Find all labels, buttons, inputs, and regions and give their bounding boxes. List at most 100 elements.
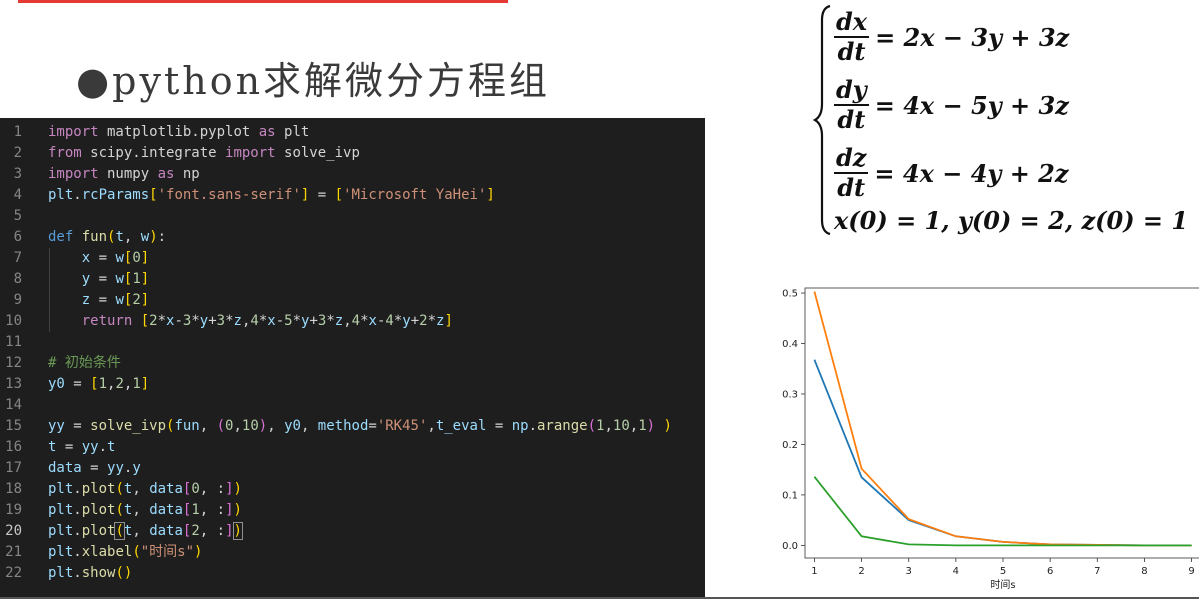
y-tick-label: 0.0 [782, 541, 798, 552]
equation-rhs: = 2x − 3y + 3z [875, 22, 1070, 52]
code-line[interactable]: 2 from scipy.integrate import solve_ivp [0, 143, 705, 164]
line-content: y = w[1] [48, 269, 149, 290]
code-line[interactable]: 5 [0, 206, 705, 227]
code-token [132, 313, 140, 329]
code-token: , [427, 418, 436, 434]
code-line[interactable]: 9 z = w[2] [0, 290, 705, 311]
code-token: ) [194, 544, 203, 560]
code-token: , [132, 502, 150, 518]
code-token: , [123, 376, 133, 392]
fraction-denominator: dt [837, 173, 866, 202]
code-token: , : [199, 502, 226, 518]
code-token: ( [107, 229, 116, 245]
code-token: * [191, 313, 200, 329]
line-number: 2 [13, 145, 22, 161]
code-token: 1 [191, 502, 200, 518]
code-token: 1 [98, 376, 108, 392]
code-line[interactable]: 8 y = w[1] [0, 269, 705, 290]
code-token: , : [199, 523, 226, 539]
code-token: 2 [132, 292, 141, 308]
code-line[interactable]: 21 plt.xlabel("时间s") [0, 542, 705, 563]
code-token: plot [81, 481, 116, 497]
code-token: ( [115, 502, 124, 518]
code-token: [ [123, 250, 133, 266]
code-token: plot [81, 502, 116, 518]
code-token: y [81, 271, 91, 287]
code-token: plt [48, 544, 74, 560]
code-line[interactable]: 17 data = yy.y [0, 458, 705, 479]
code-line[interactable]: 13 y0 = [1,2,1] [0, 374, 705, 395]
line-number: 5 [13, 208, 22, 224]
code-token: = [90, 250, 116, 266]
code-line[interactable]: 15 yy = solve_ivp(fun, (0,10), y0, method… [0, 416, 705, 437]
code-token: [ [140, 313, 150, 329]
code-line[interactable]: 1 import matplotlib.pyplot as plt [0, 122, 705, 143]
code-token: x [81, 250, 91, 266]
code-token: * [326, 313, 335, 329]
line-content: # 初始条件 [48, 353, 121, 374]
x-tick-label: 3 [906, 566, 912, 577]
code-line[interactable]: 3 import numpy as np [0, 164, 705, 185]
line-content: plt.plot(t, data[0, :]) [48, 479, 242, 500]
code-token: , [267, 418, 285, 434]
code-token: ) [123, 565, 133, 581]
line-number: 11 [5, 334, 22, 350]
plot-frame [804, 287, 1199, 559]
code-token: , [629, 418, 639, 434]
code-line[interactable]: 12 # 初始条件 [0, 353, 705, 374]
code-line[interactable]: 6 def fun(t, w): [0, 227, 705, 248]
code-token: . [73, 187, 82, 203]
derivative-fraction: dy dt [834, 76, 869, 134]
code-token: ) [646, 418, 656, 434]
code-line[interactable]: 19 plt.plot(t, data[1, :]) [0, 500, 705, 521]
code-token: as [157, 166, 175, 182]
line-content: def fun(t, w): [48, 227, 166, 248]
code-token: from [48, 145, 82, 161]
code-token: plt [48, 565, 74, 581]
code-line[interactable]: 7 x = w[0] [0, 248, 705, 269]
code-token: ( [115, 481, 124, 497]
x-tick-label: 7 [1094, 566, 1100, 577]
code-token: 2 [419, 313, 428, 329]
y-tick-label: 0.4 [782, 339, 798, 350]
code-token: method [317, 418, 369, 434]
code-token: w [115, 271, 124, 287]
code-editor-panel[interactable]: 1 import matplotlib.pyplot as plt 2 from sc… [0, 118, 705, 599]
code-line[interactable]: 4 plt.rcParams['font.sans-serif'] = ['Mic… [0, 185, 705, 206]
line-number: 22 [5, 565, 22, 581]
code-token: 2 [115, 376, 124, 392]
code-line[interactable]: 22 plt.show() [0, 563, 705, 584]
code-token: , [107, 376, 116, 392]
code-line[interactable]: 10 return [2*x-3*y+3*z,4*x-5*y+3*z,4*x-4… [0, 311, 705, 332]
code-line[interactable]: 11 [0, 332, 705, 353]
y-tick-label: 0.5 [782, 289, 798, 300]
y-tick-label: 0.2 [782, 440, 798, 451]
code-token: ( [132, 544, 141, 560]
code-token: * [393, 313, 403, 329]
code-token: rcParams [81, 187, 150, 203]
code-line[interactable]: 18 plt.plot(t, data[0, :]) [0, 479, 705, 500]
code-token: . [73, 544, 82, 560]
code-line[interactable]: 20 plt.plot(t, data[2, :]) [0, 521, 705, 542]
y-tick-label: 0.1 [782, 490, 798, 501]
code-token: ] [140, 271, 150, 287]
x-tick-label: 2 [858, 566, 864, 577]
code-token: 4 [351, 313, 361, 329]
equation-system: dx dt = 2x − 3y + 3z dy dt = 4x − 5y + 3… [812, 4, 1188, 244]
code-token [48, 313, 82, 329]
code-token: data [149, 523, 183, 539]
x-tick-label: 8 [1141, 566, 1147, 577]
code-token: plt [48, 481, 74, 497]
code-token: np [174, 166, 200, 182]
code-token: data [48, 460, 82, 476]
code-token: solve_ivp [275, 145, 360, 161]
code-token: y [301, 313, 310, 329]
code-token [48, 250, 82, 266]
code-token: 3 [216, 313, 226, 329]
code-token: w [140, 229, 150, 245]
code-token: xlabel [81, 544, 133, 560]
code-token: np [511, 418, 529, 434]
code-line[interactable]: 14 [0, 395, 705, 416]
code-token: as [258, 124, 276, 140]
code-line[interactable]: 16 t = yy.t [0, 437, 705, 458]
